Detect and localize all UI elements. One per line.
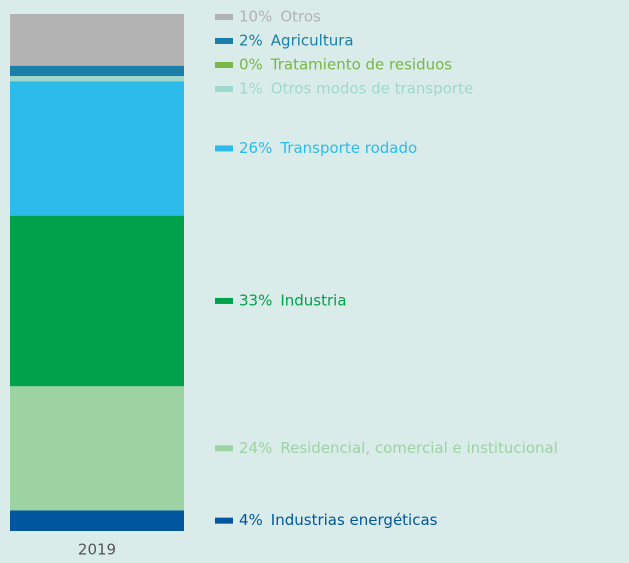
- legend-label: Otros modos de transporte: [271, 80, 473, 98]
- legend-label: Agricultura: [271, 32, 354, 50]
- value-label: 0%: [239, 56, 263, 74]
- value-label: 10%: [239, 8, 272, 26]
- legend-label: Residencial, comercial e institucional: [280, 439, 558, 457]
- legend-swatch: [215, 445, 233, 452]
- legend-swatch: [215, 517, 233, 524]
- value-label: 24%: [239, 439, 272, 457]
- legend-swatch: [215, 62, 233, 68]
- bar-segment: [10, 215, 184, 387]
- legend-swatch: [215, 297, 233, 304]
- legend-label: Industrias energéticas: [271, 511, 438, 529]
- value-label: 2%: [239, 32, 263, 50]
- bar-segment: [10, 65, 184, 77]
- value-label: 33%: [239, 291, 272, 309]
- legend-label: Otros: [280, 8, 321, 26]
- legend-label: Industria: [280, 291, 346, 309]
- legend-swatch: [215, 38, 233, 44]
- bar-segment: [10, 81, 184, 216]
- bar-segment: [10, 510, 184, 531]
- bar-segment: [10, 14, 184, 66]
- bar-segment: [10, 386, 184, 511]
- value-label: 4%: [239, 511, 263, 529]
- legend-swatch: [215, 145, 233, 152]
- legend-swatch: [215, 86, 233, 92]
- legend-label: Tratamiento de residuos: [270, 56, 453, 74]
- legend-swatch: [215, 14, 233, 20]
- value-label: 26%: [239, 139, 272, 157]
- x-tick-label: 2019: [78, 541, 116, 559]
- legend-label: Transporte rodado: [279, 139, 417, 157]
- bar-segment: [10, 76, 184, 82]
- value-label: 1%: [239, 80, 263, 98]
